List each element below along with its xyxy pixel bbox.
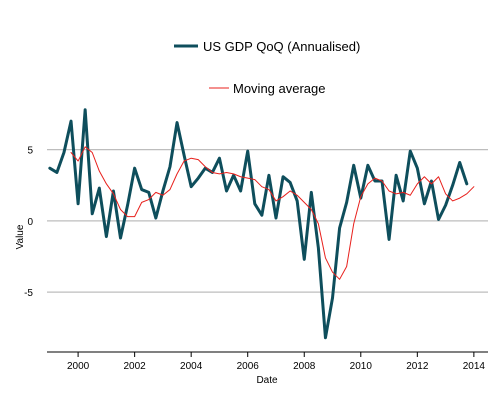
x-axis-ticks: 2000 2002 2004 2006 2008 2010 2012 2014 [67, 352, 485, 372]
x-tick-label: 2004 [180, 361, 203, 372]
series-line-moving-average [70, 146, 475, 280]
x-tick-label: 2010 [350, 361, 373, 372]
y-tick-label: 0 [27, 217, 33, 228]
y-tick-label: -5 [24, 288, 33, 299]
y-tick-label: 5 [27, 146, 33, 157]
x-tick-label: 2012 [406, 361, 429, 372]
x-tick-label: 2006 [237, 361, 260, 372]
series-line-gdp [48, 108, 469, 340]
legend-label-gdp: US GDP QoQ (Annualised) [203, 39, 360, 54]
series-layer [48, 108, 475, 340]
gridlines [47, 149, 488, 293]
legend-label-moving-average: Moving average [233, 81, 326, 96]
x-tick-label: 2008 [293, 361, 316, 372]
legend: US GDP QoQ (Annualised) Moving average [174, 39, 360, 96]
y-axis-ticks: 5 0 -5 [24, 146, 33, 300]
y-axis-title: Value [15, 224, 26, 249]
x-tick-label: 2014 [463, 361, 486, 372]
x-tick-label: 2002 [124, 361, 147, 372]
x-axis-title: Date [256, 375, 278, 386]
x-tick-label: 2000 [67, 361, 90, 372]
